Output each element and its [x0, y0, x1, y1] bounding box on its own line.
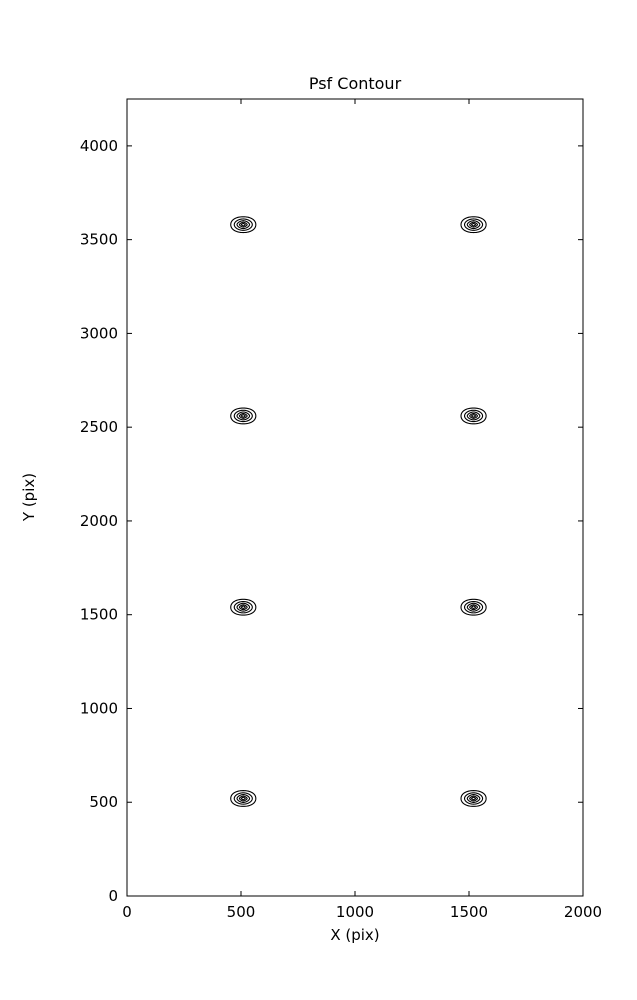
contour-level-1	[233, 600, 253, 614]
contour-level-1	[233, 409, 253, 423]
psf-source-contour	[460, 216, 487, 234]
contour-level-0	[230, 216, 257, 234]
contour-level-0	[460, 790, 487, 807]
x-tick-label: 1500	[450, 903, 488, 921]
contour-level-1	[463, 218, 484, 231]
y-tick-label: 4000	[80, 137, 118, 155]
contour-level-2	[236, 602, 251, 612]
contour-level-3	[469, 221, 478, 228]
contour-level-2	[466, 220, 481, 230]
y-axis-tick-labels: 0 500 1000 1500 2000 2500 3000 3500 4000	[80, 137, 118, 905]
contour-level-2	[466, 411, 481, 421]
contour-level-1	[463, 792, 484, 805]
contour-level-0	[230, 407, 257, 425]
contour-level-0	[230, 598, 257, 616]
x-tick-label: 0	[122, 903, 132, 921]
contour-level-3	[469, 412, 478, 419]
contour-level-4	[240, 414, 246, 418]
psf-source-contour	[230, 790, 257, 807]
x-axis-ticks	[126, 99, 584, 896]
contour-level-2	[466, 602, 481, 612]
contour-level-3	[238, 412, 248, 419]
y-tick-label: 2000	[80, 512, 118, 530]
psf-source-contour	[460, 598, 487, 616]
x-axis-tick-labels: 0 500 1000 1500 2000	[122, 903, 602, 921]
y-tick-label: 3000	[80, 324, 118, 342]
contour-level-0	[460, 407, 487, 425]
contour-level-1	[233, 792, 253, 805]
contour-level-4	[240, 222, 246, 227]
chart-title: Psf Contour	[309, 74, 402, 93]
x-axis-label: X (pix)	[330, 926, 379, 944]
y-axis-label: Y (pix)	[20, 473, 38, 522]
x-tick-label: 1000	[336, 903, 374, 921]
psf-source-contour	[460, 790, 487, 807]
contour-level-4	[240, 796, 246, 801]
contour-level-3	[238, 221, 248, 228]
contour-level-1	[463, 409, 484, 423]
psf-source-contour	[460, 407, 487, 425]
psf-source-contour	[230, 216, 257, 234]
x-tick-label: 500	[227, 903, 256, 921]
contour-level-2	[236, 411, 251, 421]
contour-level-0	[460, 216, 487, 234]
y-axis-ticks	[127, 145, 583, 897]
psf-source-contour	[230, 598, 257, 616]
contour-level-4	[471, 605, 477, 610]
contour-level-0	[230, 790, 257, 807]
y-tick-label: 1500	[80, 606, 118, 624]
contour-level-2	[236, 220, 251, 230]
contour-level-2	[236, 794, 251, 803]
contour-level-3	[238, 795, 248, 802]
y-tick-label: 3500	[80, 231, 118, 249]
contour-level-3	[238, 604, 248, 611]
contour-level-4	[471, 796, 477, 801]
contour-level-4	[240, 605, 246, 610]
y-tick-label: 500	[89, 793, 118, 811]
contour-level-0	[460, 598, 487, 616]
y-tick-label: 0	[108, 887, 118, 905]
contour-level-4	[471, 414, 477, 418]
psf-source-contour	[230, 407, 257, 425]
y-tick-label: 2500	[80, 418, 118, 436]
contour-level-3	[469, 604, 478, 611]
psf-contour-group	[230, 216, 487, 807]
contour-level-4	[471, 222, 477, 227]
contour-level-3	[469, 795, 478, 802]
x-tick-label: 2000	[564, 903, 602, 921]
contour-level-1	[233, 218, 253, 231]
contour-level-2	[466, 794, 481, 803]
y-tick-label: 1000	[80, 699, 118, 717]
contour-level-1	[463, 600, 484, 614]
